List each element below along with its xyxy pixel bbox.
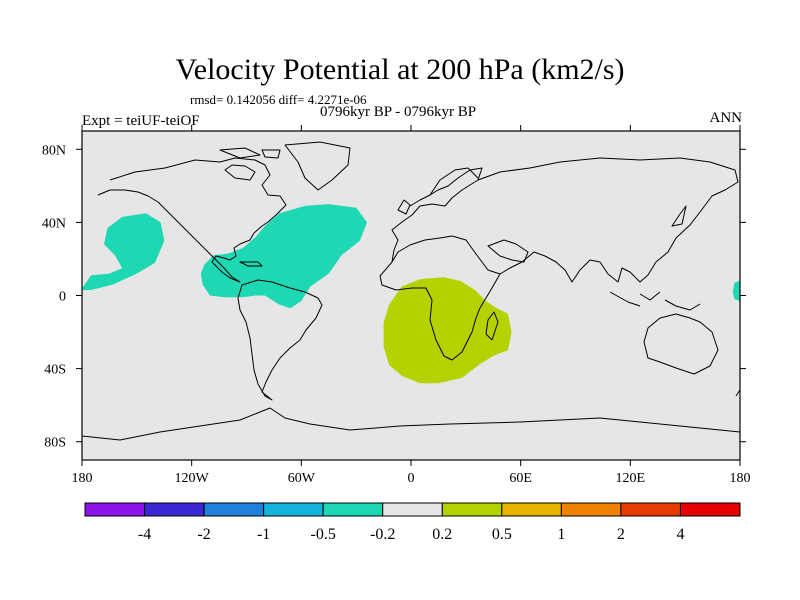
colorbar-level-label: 1 xyxy=(557,526,565,543)
anomaly-regions xyxy=(82,204,740,384)
coastline-arabia xyxy=(487,239,529,263)
colorbar-swatch xyxy=(441,502,503,517)
colorbar-swatch xyxy=(679,502,741,517)
colorbar-swatch xyxy=(84,502,146,517)
lon-tick-label: 120E xyxy=(616,471,646,486)
lat-tick-label: 40N xyxy=(42,216,66,231)
coastline-south-america xyxy=(237,279,323,401)
colorbar-level-label: -2 xyxy=(197,526,210,543)
coastline-indonesia xyxy=(609,291,701,311)
colorbar-level-label: -4 xyxy=(138,526,151,543)
colorbar-swatch xyxy=(203,502,265,517)
colorbar-level-label: -1 xyxy=(257,526,270,543)
lat-tick-label: 40S xyxy=(44,363,66,378)
coastline-arctic-islands xyxy=(219,147,281,159)
coastline-asia xyxy=(477,157,739,283)
coastline-north-america xyxy=(97,157,287,283)
lat-tick-label: 80N xyxy=(42,143,66,158)
colorbar: -4 -2 -1 -0.5 -0.2 0.2 0.5 1 2 4 xyxy=(84,502,741,543)
stats-line: rmsd= 0.142056 diff= 4.2271e-06 xyxy=(190,92,367,107)
experiment-label: Expt = teiUF-teiOF xyxy=(82,113,200,129)
lon-tick-label: 0 xyxy=(408,471,415,486)
lat-tick-label: 80S xyxy=(44,436,66,451)
coastline-australia xyxy=(643,313,719,375)
colorbar-swatch xyxy=(501,502,562,517)
colorbar-swatch xyxy=(382,502,443,517)
coastline-europe xyxy=(391,167,483,263)
coastline-scandinavia xyxy=(429,167,479,196)
season-label: ANN xyxy=(709,110,743,126)
colorbar-swatch xyxy=(560,502,622,517)
colorbar-level-label: 0.5 xyxy=(492,526,512,543)
latitude-axis: 80N 40N 0 40S 80S xyxy=(42,143,746,451)
lon-tick-label: 180 xyxy=(730,471,751,486)
colorbar-swatch xyxy=(322,502,384,517)
colorbar-level-label: 4 xyxy=(676,526,684,543)
coastline-greenland xyxy=(284,141,351,191)
period-label: 0796kyr BP - 0796kyr BP xyxy=(320,104,477,120)
coastlines xyxy=(82,141,740,441)
colorbar-swatch xyxy=(144,502,205,517)
anomaly-region-north-pacific-negative xyxy=(82,213,165,290)
coastline-antarctica xyxy=(82,407,740,441)
anomaly-region-southern-africa-positive xyxy=(383,277,512,384)
colorbar-level-label: -0.2 xyxy=(370,526,395,543)
coastline-africa xyxy=(379,235,501,361)
colorbar-level-label: 0.2 xyxy=(432,526,452,543)
map-title: Velocity Potential at 200 hPa (km2/s) xyxy=(175,53,625,86)
anomaly-region-atlantic-americas-negative xyxy=(200,204,368,309)
colorbar-level-label: -0.5 xyxy=(311,526,336,543)
lon-tick-label: 60W xyxy=(288,471,316,486)
coastline-cuba xyxy=(239,261,263,267)
coastline-new-zealand xyxy=(735,372,740,397)
coastline-hudson-bay xyxy=(224,164,256,181)
longitude-axis: 180 120W 60W 0 60E 120E 180 xyxy=(72,125,751,486)
coastline-british-isles xyxy=(397,199,411,215)
colorbar-level-label: 2 xyxy=(617,526,625,543)
lon-tick-label: 120W xyxy=(175,471,210,486)
coastline-madagascar xyxy=(485,311,499,341)
lon-tick-label: 180 xyxy=(72,471,93,486)
coastline-japan xyxy=(671,205,687,227)
anomaly-region-west-pacific-negative xyxy=(732,280,740,301)
lat-tick-label: 0 xyxy=(59,290,66,305)
colorbar-swatch xyxy=(263,502,324,517)
colorbar-swatch xyxy=(620,502,681,517)
lon-tick-label: 60E xyxy=(509,471,532,486)
